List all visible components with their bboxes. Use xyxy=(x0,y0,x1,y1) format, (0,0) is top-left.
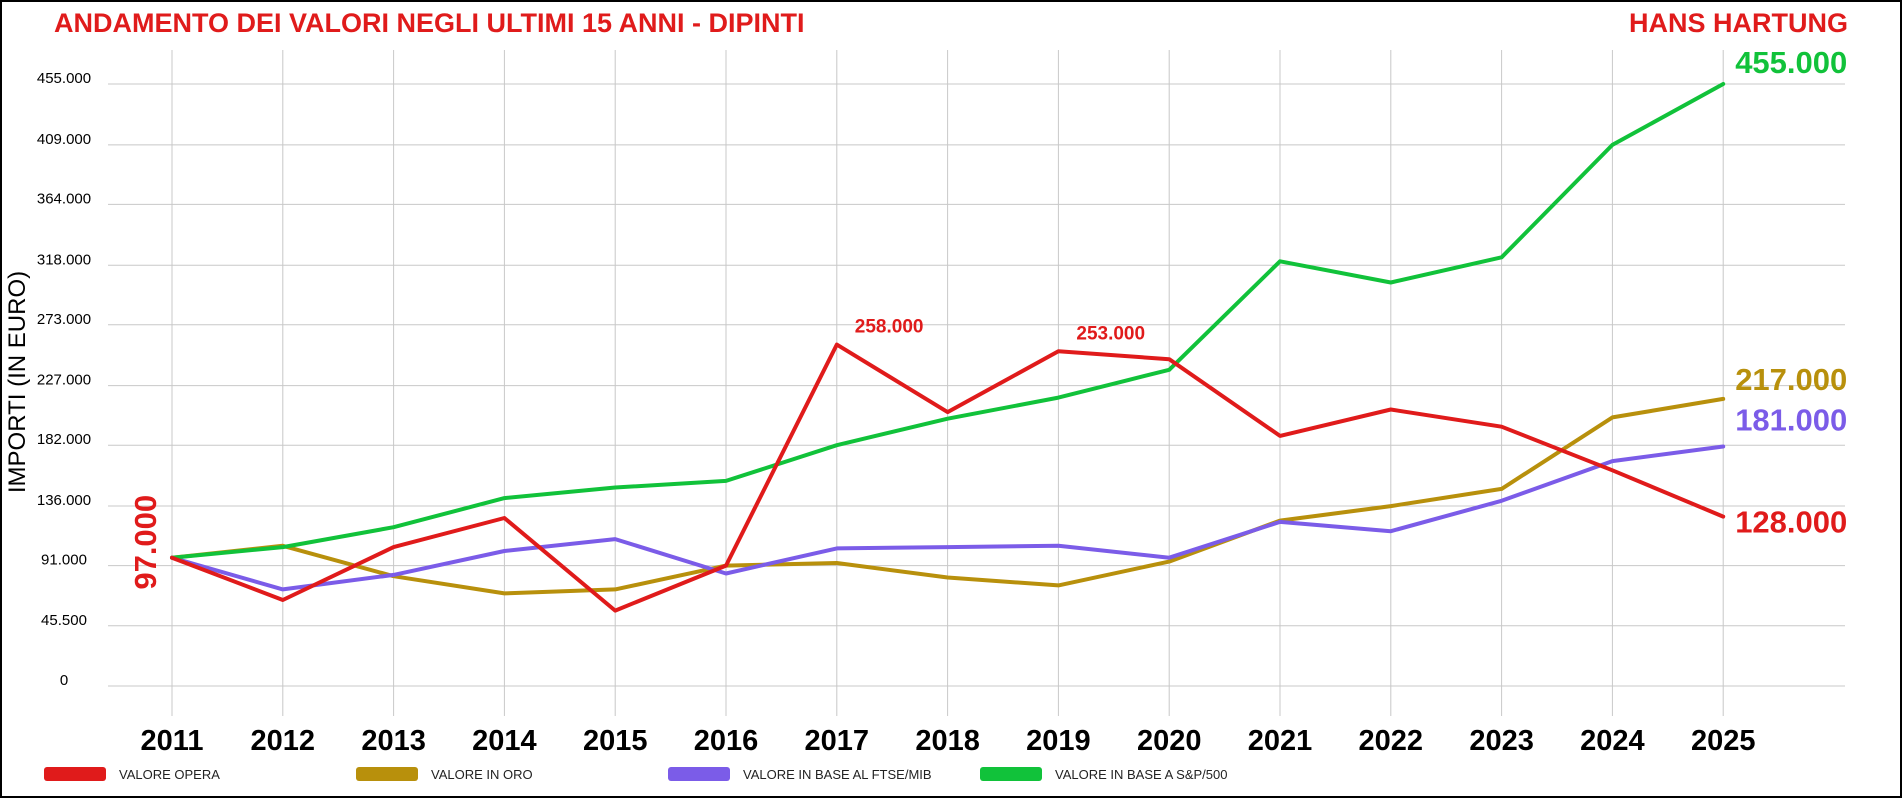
y-tick-label: 91.000 xyxy=(41,552,87,569)
end-label-opera: 128.000 xyxy=(1735,505,1847,540)
series-line-valore-in-oro xyxy=(170,396,1726,596)
grid-lines xyxy=(108,50,1845,716)
legend-item: VALORE IN ORO xyxy=(356,767,668,782)
x-tick-label: 2017 xyxy=(805,725,870,757)
legend-label: VALORE IN BASE AL FTSE/MIB xyxy=(743,766,932,782)
x-tick-label: 2023 xyxy=(1469,725,1534,757)
end-label-sp500: 455.000 xyxy=(1735,45,1847,80)
x-tick-label: 2018 xyxy=(915,725,980,757)
x-tick-label: 2011 xyxy=(141,725,204,757)
y-axis-ticks: 0 45.500 91.000 136.000 182.000 227.000 273.00… xyxy=(37,70,91,689)
y-tick-label: 409.000 xyxy=(37,131,91,148)
series-lines xyxy=(170,82,1726,613)
legend-item: VALORE IN BASE A S&P/500 xyxy=(980,767,1292,782)
series-line-valore-in-base-a-s-p-500 xyxy=(170,82,1726,560)
end-label-oro: 217.000 xyxy=(1735,362,1847,397)
x-tick-label: 2016 xyxy=(694,725,759,757)
y-tick-label: 182.000 xyxy=(37,431,91,448)
chart-title: ANDAMENTO DEI VALORI NEGLI ULTIMI 15 ANN… xyxy=(54,8,805,38)
end-label-ftse-mib: 181.000 xyxy=(1735,403,1847,438)
start-value-label: 97.000 xyxy=(128,495,163,590)
y-tick-label: 227.000 xyxy=(37,372,91,389)
y-tick-label: 45.500 xyxy=(41,612,87,629)
legend-item: VALORE OPERA xyxy=(44,767,356,782)
y-axis-label: IMPORTI (IN EURO) xyxy=(4,270,31,494)
y-tick-label: 364.000 xyxy=(37,190,91,207)
x-tick-label: 2022 xyxy=(1359,725,1424,757)
legend-label: VALORE OPERA xyxy=(119,766,220,782)
legend-label: VALORE IN BASE A S&P/500 xyxy=(1055,766,1228,782)
x-tick-label: 2019 xyxy=(1026,725,1091,757)
x-tick-label: 2012 xyxy=(251,725,316,757)
series-line-valore-in-base-al-ftse-mib xyxy=(170,444,1726,592)
series-line-valore-opera xyxy=(170,342,1726,613)
x-tick-label: 2013 xyxy=(361,725,426,757)
artist-name: HANS HARTUNG xyxy=(1629,8,1848,38)
x-tick-label: 2015 xyxy=(583,725,648,757)
legend-label: VALORE IN ORO xyxy=(431,766,533,782)
y-tick-label: 0 xyxy=(60,672,68,689)
legend-swatch xyxy=(356,767,418,781)
peak-label-2017: 258.000 xyxy=(855,317,924,338)
peak-label-2019: 253.000 xyxy=(1076,323,1145,344)
x-tick-label: 2020 xyxy=(1137,725,1202,757)
x-axis-ticks: 2011 2012 2013 2014 2015 2016 2017 2018 2019 2020… xyxy=(141,725,1756,757)
y-tick-label: 136.000 xyxy=(37,492,91,509)
x-tick-label: 2014 xyxy=(472,725,537,757)
y-tick-label: 273.000 xyxy=(37,311,91,328)
y-tick-label: 455.000 xyxy=(37,70,91,87)
x-tick-label: 2024 xyxy=(1580,725,1645,757)
x-tick-label: 2025 xyxy=(1691,725,1756,757)
y-tick-label: 318.000 xyxy=(37,251,91,268)
data-annotations: 97.000 258.000 253.000 455.000 217.000 181.00… xyxy=(128,45,1847,590)
legend-swatch xyxy=(980,767,1042,781)
x-tick-label: 2021 xyxy=(1248,725,1313,757)
legend-swatch xyxy=(44,767,106,781)
legend: VALORE OPERA VALORE IN ORO VALORE IN BASE … xyxy=(44,763,1292,785)
legend-swatch xyxy=(668,767,730,781)
legend-item: VALORE IN BASE AL FTSE/MIB xyxy=(668,767,980,782)
